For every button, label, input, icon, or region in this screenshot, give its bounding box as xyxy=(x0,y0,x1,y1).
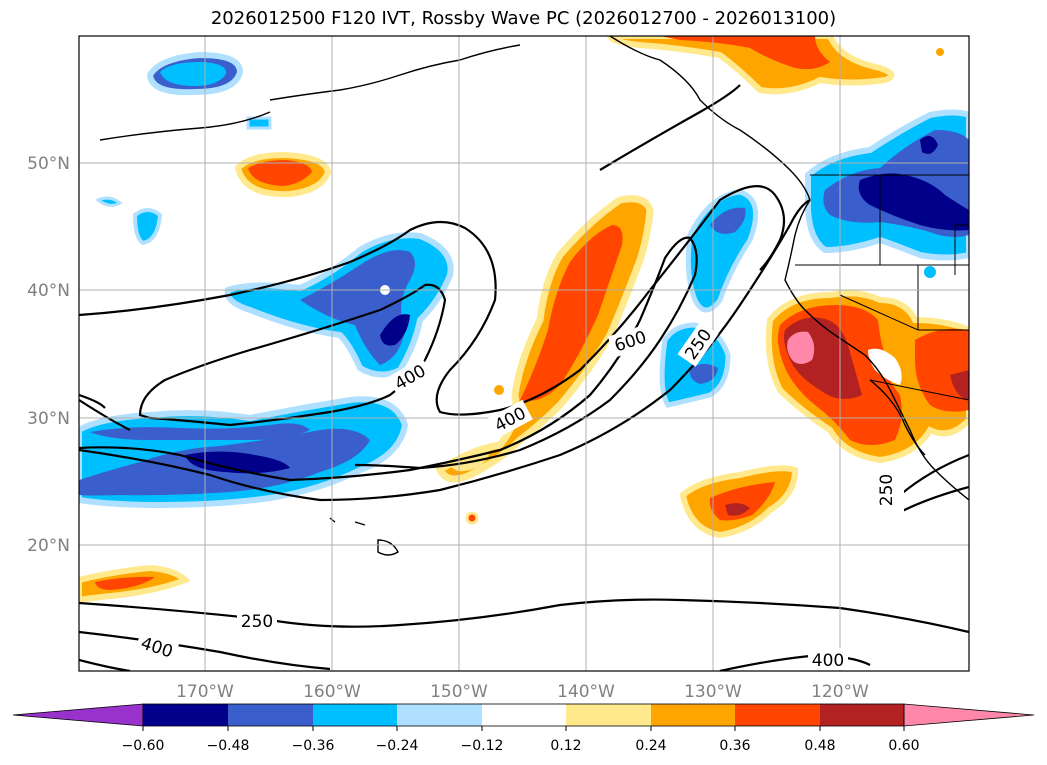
colorbar-swatch xyxy=(651,704,735,726)
colorbar-tick-label: 0.36 xyxy=(719,738,750,754)
colorbar-min-extend xyxy=(12,703,144,727)
map-frame xyxy=(78,35,970,672)
lat-label-20n: 20°N xyxy=(27,536,70,556)
colorbar-tick-label: −0.24 xyxy=(376,738,419,754)
colorbar: −0.60 −0.48 −0.36 −0.24 −0.12 0.12 0.24 … xyxy=(12,703,1035,754)
lat-label-40n: 40°N xyxy=(27,281,70,301)
lon-label-140w: 140°W xyxy=(557,682,615,702)
lon-label-160w: 160°W xyxy=(303,682,361,702)
colorbar-swatch xyxy=(566,704,651,726)
map-title: 2026012500 F120 IVT, Rossby Wave PC (202… xyxy=(210,8,837,29)
lon-label-120w: 120°W xyxy=(811,682,869,702)
colorbar-tick-label: −0.12 xyxy=(461,738,504,754)
colorbar-swatch xyxy=(228,704,313,726)
colorbar-tick-label: −0.60 xyxy=(122,738,165,754)
lon-label-130w: 130°W xyxy=(684,682,742,702)
contour-label: 400 xyxy=(812,651,844,671)
lat-label-50n: 50°N xyxy=(27,154,70,174)
colorbar-swatch xyxy=(313,704,397,726)
contour-label: 250 xyxy=(241,612,273,632)
colorbar-swatch xyxy=(820,704,904,726)
ivt-shading: 400 600 250 400 250 250 400 400 xyxy=(79,36,969,671)
colorbar-swatch xyxy=(143,704,228,726)
colorbar-tick-label: 0.12 xyxy=(550,738,581,754)
colorbar-tick-label: 0.24 xyxy=(635,738,666,754)
contour-lines xyxy=(79,84,969,671)
colorbar-tick-label: −0.36 xyxy=(292,738,335,754)
contour-label: 250 xyxy=(877,474,897,506)
colorbar-tick-label: −0.48 xyxy=(207,738,250,754)
colorbar-tick-label: 0.48 xyxy=(804,738,835,754)
colorbar-swatch xyxy=(735,704,820,726)
colorbar-swatch xyxy=(482,704,566,726)
lon-label-170w: 170°W xyxy=(176,682,234,702)
lon-label-150w: 150°W xyxy=(430,682,488,702)
gridlines xyxy=(79,36,969,671)
colorbar-max-extend xyxy=(903,703,1035,727)
colorbar-swatch xyxy=(397,704,482,726)
colorbar-tick-label: 0.60 xyxy=(888,738,919,754)
lat-label-30n: 30°N xyxy=(27,409,70,429)
